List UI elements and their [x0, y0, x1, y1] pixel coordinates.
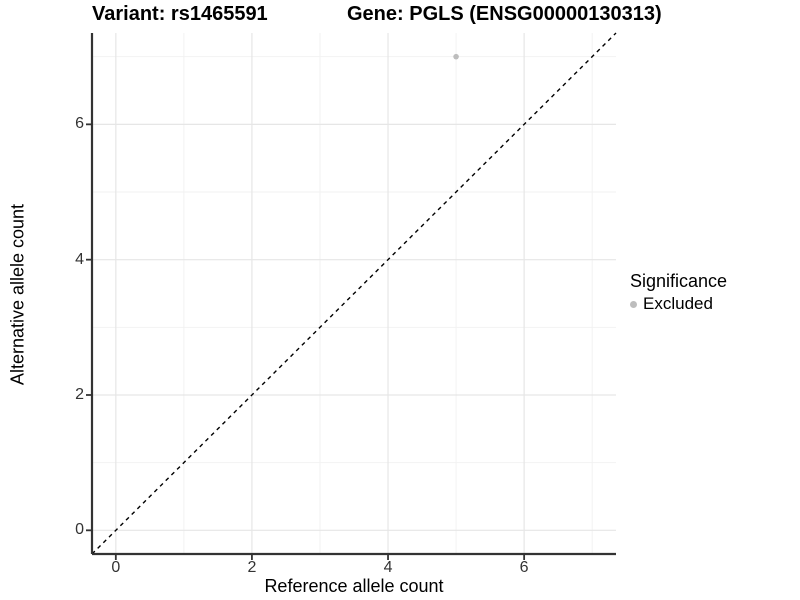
x-axis-title: Reference allele count — [264, 576, 444, 596]
x-tick-label: 0 — [111, 559, 121, 576]
x-tick-label: 2 — [247, 559, 257, 576]
y-tick-label: 6 — [75, 115, 84, 133]
legend-entry: Excluded — [630, 294, 727, 314]
x-tick-label: 6 — [519, 559, 529, 576]
x-tick-label: 4 — [383, 559, 393, 576]
plot-title-variant: Variant: rs1465591 — [92, 3, 268, 25]
plot-title-gene: Gene: PGLS (ENSG00000130313) — [347, 3, 662, 25]
legend-point-icon — [630, 300, 637, 308]
y-tick-label: 4 — [75, 250, 84, 268]
y-tick-label: 0 — [75, 521, 84, 539]
plot-panel — [86, 32, 617, 560]
legend-entry-label: Excluded — [643, 294, 713, 313]
data-point — [453, 53, 459, 60]
y-axis-title: Alternative allele count — [7, 203, 28, 386]
legend: Significance Excluded — [630, 271, 727, 314]
identity-dashed-line — [91, 32, 617, 555]
y-tick-label: 2 — [75, 385, 84, 403]
plot-canvas — [86, 32, 617, 560]
legend-title: Significance — [630, 271, 728, 291]
